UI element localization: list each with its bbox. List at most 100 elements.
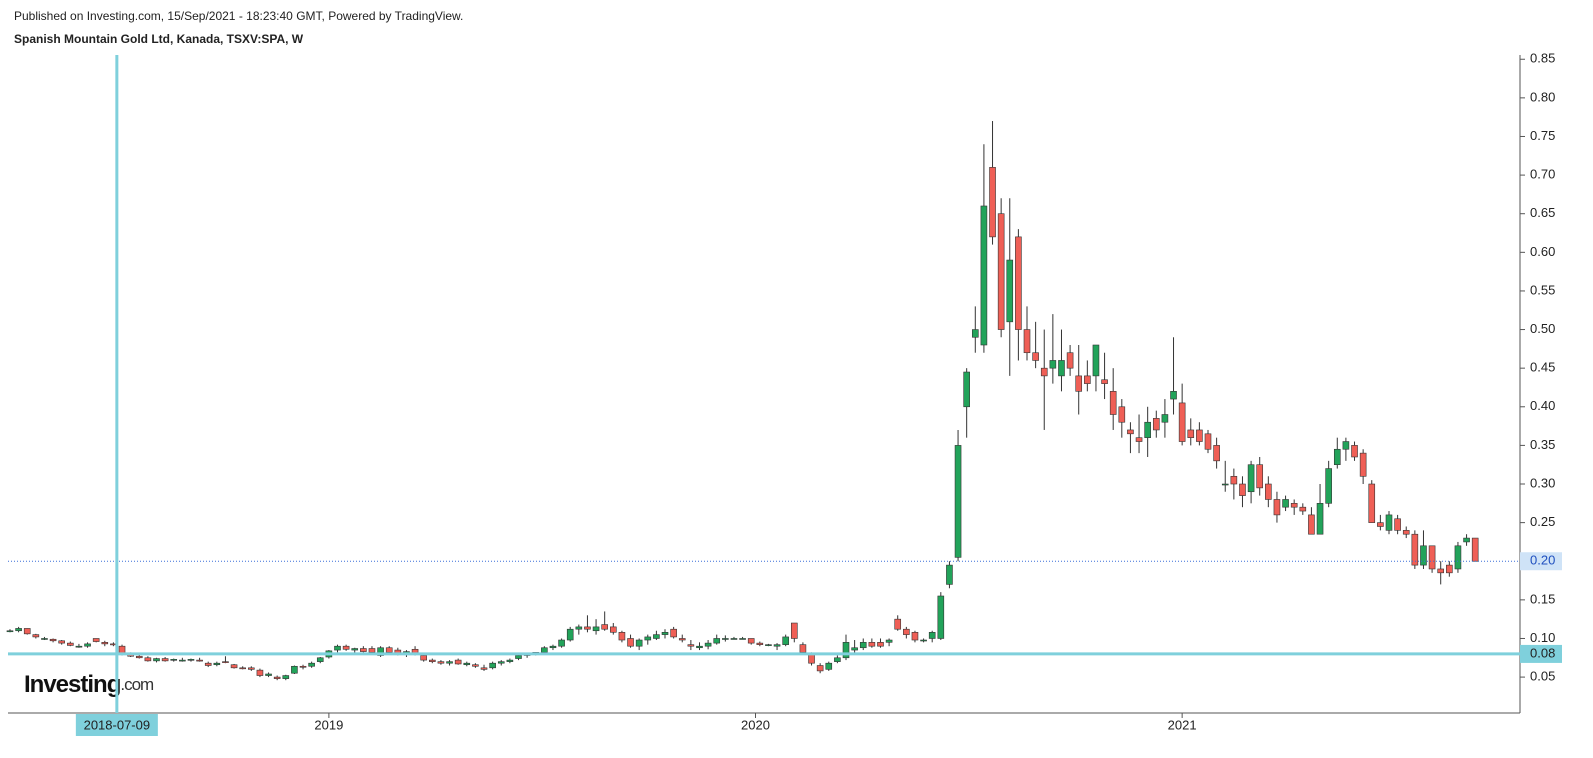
candle-body: [946, 564, 953, 585]
plot-area: [6, 121, 1479, 681]
candle-body: [765, 644, 772, 646]
candle-body: [963, 371, 970, 408]
candle-body: [1118, 406, 1126, 423]
candle-body: [1109, 391, 1117, 415]
y-tick-label: 0.70: [1530, 167, 1555, 182]
candle-body: [204, 662, 212, 666]
candle-body: [592, 626, 600, 632]
candle-body: [58, 640, 65, 644]
candle-body: [1092, 344, 1100, 377]
candle-body: [541, 647, 548, 653]
candle-body: [1454, 545, 1462, 570]
candle-body: [1196, 429, 1203, 442]
candle-body: [179, 659, 186, 662]
candle-body: [1308, 514, 1315, 535]
candle-body: [230, 664, 238, 669]
candle-body: [790, 622, 798, 639]
candle-body: [816, 665, 824, 672]
candle-body: [265, 673, 272, 676]
y-tick-label: 0.65: [1530, 205, 1555, 220]
candle-body: [1170, 391, 1177, 400]
candle-body: [937, 595, 945, 639]
candle-body: [739, 638, 746, 640]
candle-body: [584, 626, 591, 630]
candle-body: [558, 639, 565, 647]
candle-body: [454, 659, 462, 665]
candle-body: [437, 661, 445, 664]
y-tick-label: 0.50: [1530, 321, 1555, 336]
y-tick-label: 0.40: [1530, 398, 1555, 413]
candle-body: [377, 647, 384, 656]
candle-body: [1015, 236, 1022, 330]
candle-body: [1342, 441, 1350, 450]
candle-body: [1221, 483, 1229, 486]
candle-body: [1282, 499, 1289, 508]
candle-body: [1066, 352, 1074, 369]
candle-body: [1058, 360, 1065, 377]
candle-body: [851, 647, 858, 651]
candle-body: [842, 642, 850, 659]
candle-body: [67, 642, 74, 646]
candle-body: [566, 628, 574, 641]
last-price-label: 0.20: [1530, 553, 1555, 568]
logo-brand: Investing: [24, 671, 121, 698]
candle-body: [342, 645, 350, 650]
candle-body: [885, 639, 893, 643]
candle-body: [1023, 329, 1031, 354]
candle-body: [1084, 375, 1091, 384]
candle-body: [601, 624, 608, 630]
y-tick-label: 0.25: [1530, 514, 1555, 529]
candle-body: [920, 639, 927, 642]
candle-body: [756, 642, 764, 645]
candle-body: [1144, 421, 1151, 438]
candle-body: [1351, 445, 1358, 458]
y-tick-label: 0.55: [1530, 282, 1555, 297]
candle-body: [1428, 545, 1436, 570]
candle-body: [859, 642, 867, 649]
candle-body: [1368, 483, 1376, 523]
candle-body: [868, 642, 876, 647]
candle-body: [1333, 448, 1341, 466]
candle-body: [773, 644, 781, 647]
candle-body: [480, 667, 488, 670]
candle-body: [196, 659, 203, 662]
candle-body: [782, 636, 789, 645]
candle-body: [291, 665, 298, 674]
candle-body: [618, 631, 626, 641]
candle-body: [678, 638, 686, 641]
candle-body: [41, 638, 48, 640]
candle-body: [670, 628, 677, 638]
candle-body: [1471, 537, 1479, 562]
candle-body: [6, 630, 14, 633]
x-tick-label: 2021: [1168, 717, 1197, 732]
candle-body: [834, 657, 841, 662]
candle-body: [1299, 506, 1307, 512]
candle-body: [282, 675, 290, 679]
candle-body: [989, 167, 996, 238]
candle-body: [1213, 445, 1220, 462]
candle-body: [299, 665, 307, 668]
candle-body: [1006, 259, 1014, 323]
candle-body: [515, 655, 522, 659]
candle-body: [1359, 452, 1367, 477]
candle-body: [980, 205, 988, 346]
candle-body: [497, 661, 505, 664]
candle-body: [575, 626, 583, 630]
candle-body: [446, 661, 453, 664]
x-tick-label: 2020: [741, 717, 770, 732]
candle-body: [334, 645, 341, 651]
crosshair-x-label: 2018-07-09: [84, 717, 151, 732]
candle-body: [273, 676, 281, 679]
candle-body: [997, 213, 1005, 330]
crosshair-y-label: 0.08: [1530, 645, 1555, 660]
candle-body: [316, 657, 324, 662]
candle-body: [1032, 352, 1039, 361]
candle-body: [420, 655, 427, 661]
candle-body: [1101, 379, 1108, 384]
candle-body: [1152, 418, 1160, 431]
candle-body: [903, 628, 910, 635]
candle-body: [463, 662, 471, 666]
candle-body: [239, 667, 246, 670]
